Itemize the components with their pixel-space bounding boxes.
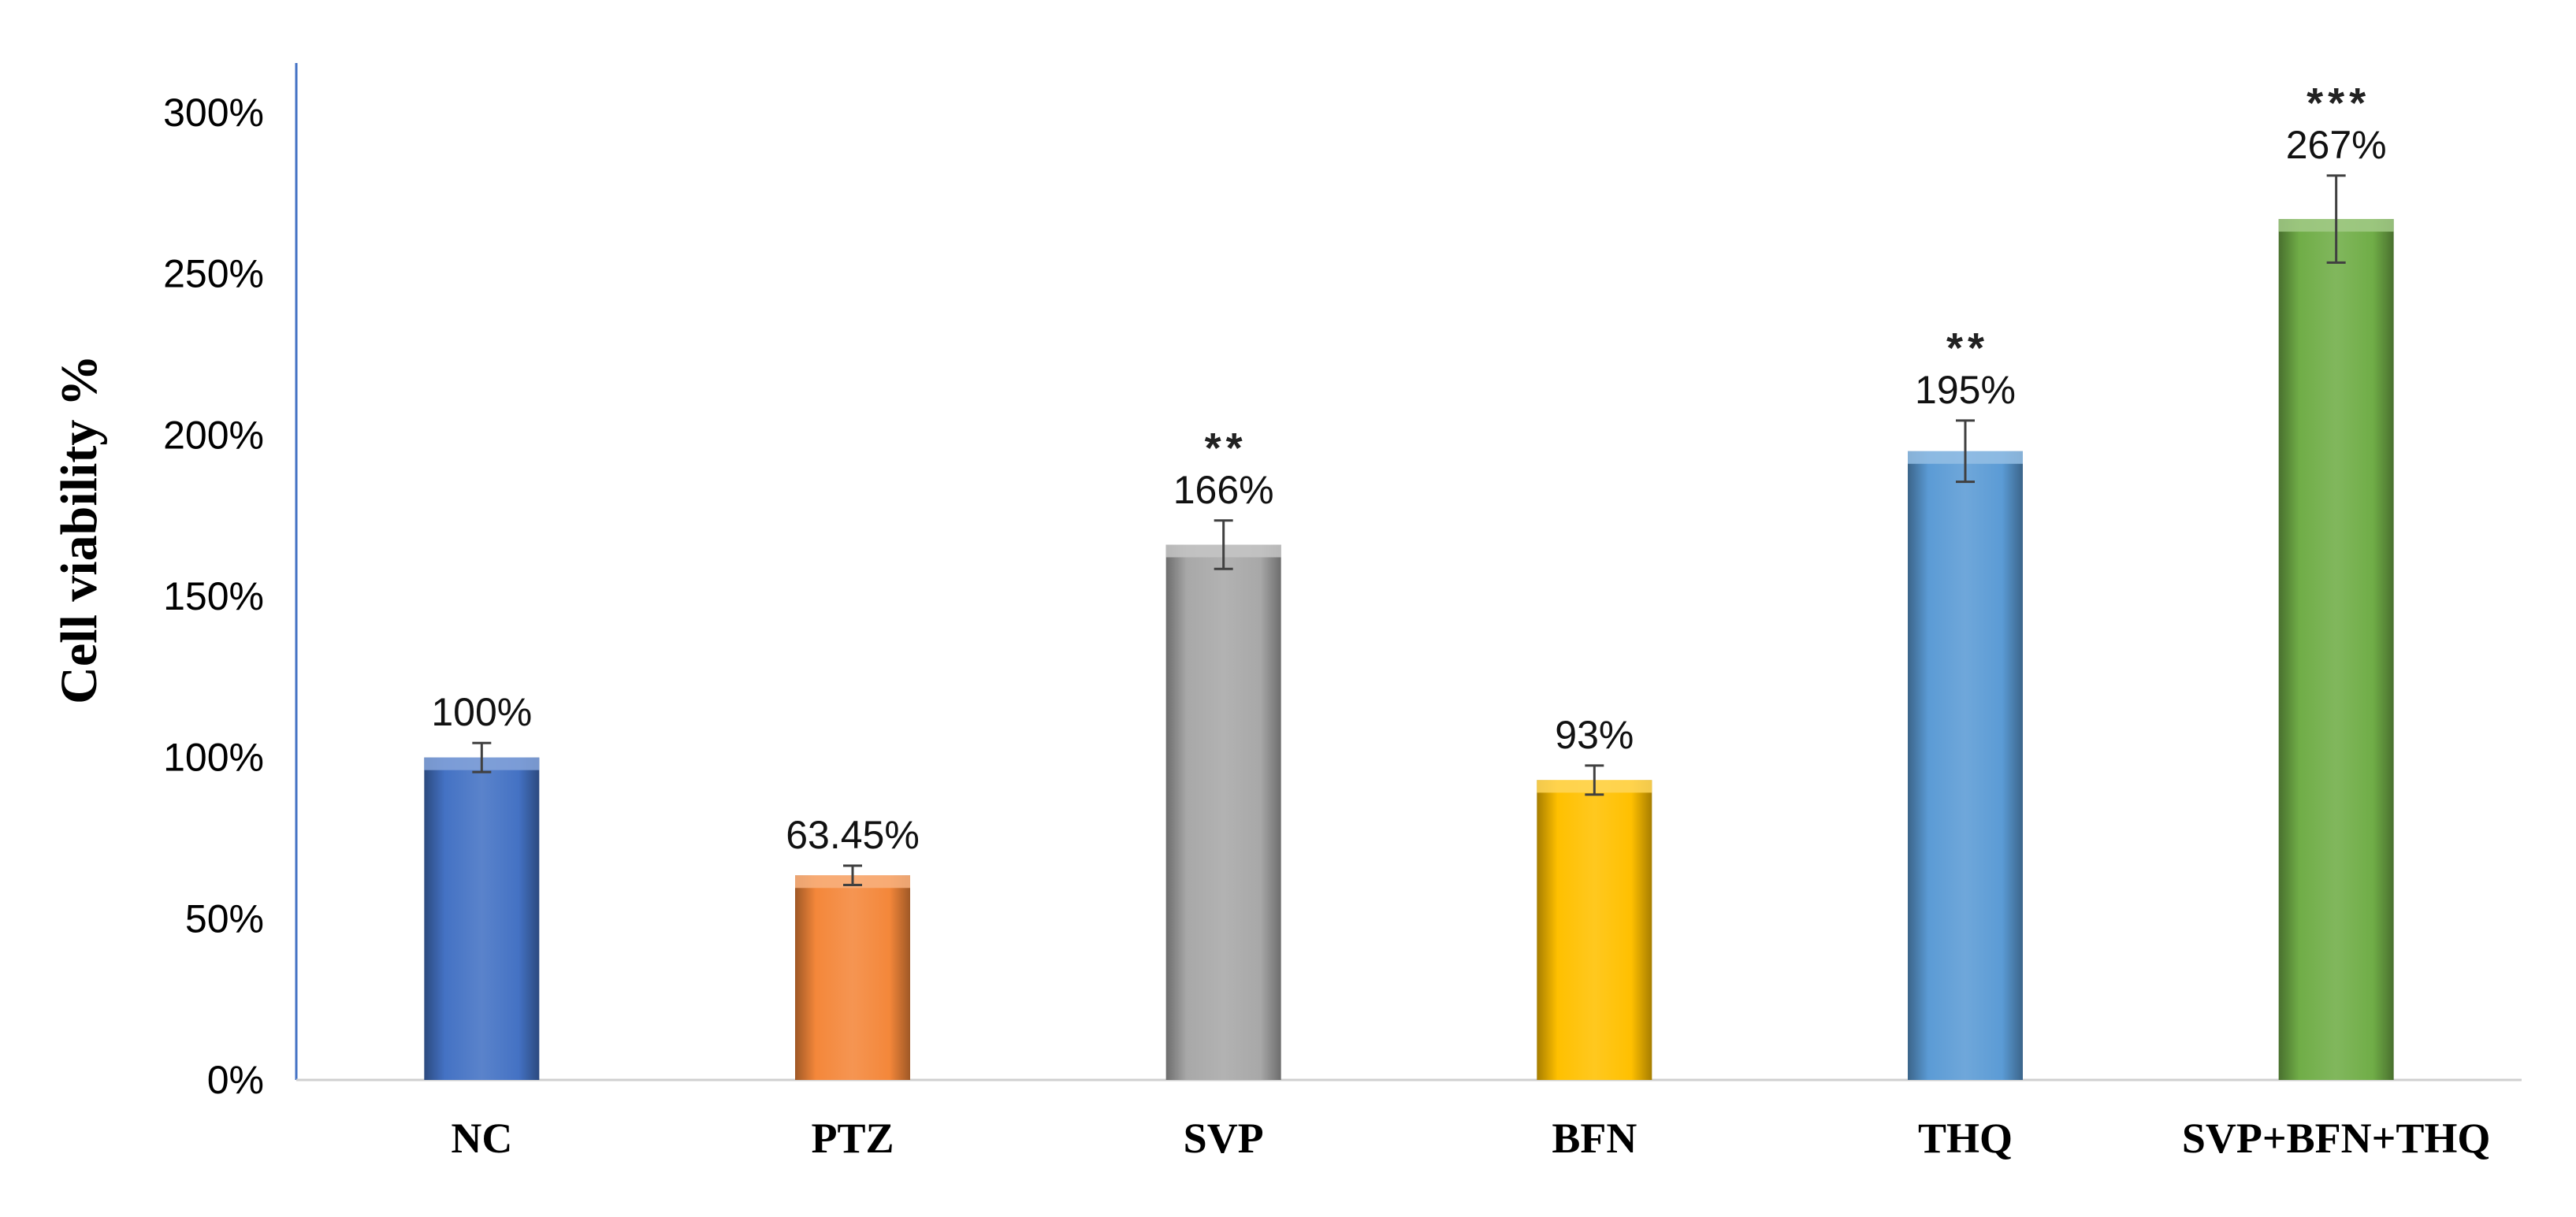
error-bar [1585,764,1604,796]
x-tick-label: THQ [1918,1115,2013,1162]
error-bar [472,741,492,774]
x-tick-label: NC [451,1115,512,1162]
x-tick-label: BFN [1552,1115,1637,1162]
significance-marker: *** [2307,80,2370,127]
data-label: 93% [1555,713,1634,757]
data-label: 63.45% [786,813,920,857]
x-tick-label: SVP+BFN+THQ [2182,1115,2491,1162]
bar-svp-bfn-thq [2278,219,2394,1081]
y-tick-label: 150% [163,574,264,618]
bar-thq [1908,451,2023,1080]
y-axis: 0% 50% 100% 150% 200% 250% 300% [163,63,298,1102]
bar-nc [424,757,540,1080]
x-tick-label: PTZ [811,1115,894,1162]
error-bar [2326,174,2346,264]
bar-bfn [1537,780,1652,1080]
y-tick-label: 250% [163,252,264,296]
y-tick-label: 100% [163,736,264,780]
y-axis-title: Cell viability % [50,354,108,704]
bars: 100%63.45%166%**93%195%**267%*** [424,80,2394,1081]
error-bar [1956,419,1975,484]
bar-svp [1165,544,1281,1080]
y-tick-label: 50% [185,896,264,941]
x-axis: NC PTZ SVP BFN THQ SVP+BFN+THQ [296,1078,2522,1162]
x-tick-label: SVP [1184,1115,1264,1162]
y-tick-label: 200% [163,413,264,457]
data-label: 267% [2286,123,2387,167]
bar-ptz [795,875,910,1080]
error-bar [843,864,862,887]
significance-marker: ** [1205,425,1247,472]
y-tick-label: 0% [207,1058,264,1102]
y-tick-label: 300% [163,91,264,135]
error-bar [1214,519,1233,570]
significance-marker: ** [1946,325,1989,372]
data-label: 100% [431,690,532,734]
data-label: 166% [1173,468,1274,512]
data-label: 195% [1915,368,2016,412]
